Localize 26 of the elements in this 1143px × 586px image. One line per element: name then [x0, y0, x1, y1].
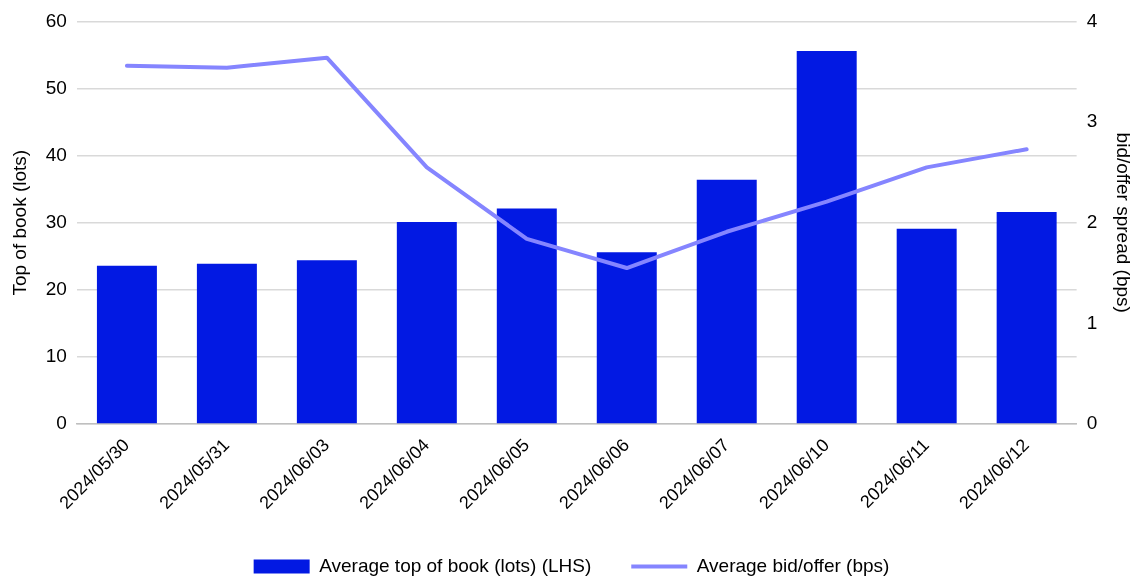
bar [896, 228, 957, 424]
y-tick-label: 40 [45, 143, 67, 165]
y2-tick-label: 0 [1086, 412, 1098, 434]
bar [596, 252, 657, 424]
bar [96, 265, 157, 424]
y2-tick-label: 3 [1086, 110, 1098, 132]
y2-tick-label: 2 [1086, 210, 1098, 232]
y-tick-label: 0 [56, 412, 67, 434]
y2-axis-title: bid/offer spread (bps) [1113, 132, 1135, 313]
bar [796, 50, 857, 424]
bar [696, 179, 757, 424]
y-tick-label: 30 [45, 210, 67, 232]
bar [296, 260, 357, 424]
y2-tick-label: 4 [1086, 9, 1098, 31]
bar [396, 222, 457, 424]
legend-label: Average top of book (lots) (LHS) [319, 554, 592, 576]
legend-label: Average bid/offer (bps) [696, 554, 890, 576]
y-tick-label: 50 [45, 76, 67, 98]
y2-tick-label: 1 [1086, 311, 1098, 333]
y-tick-label: 20 [45, 278, 67, 300]
y-tick-label: 60 [45, 9, 67, 31]
y-tick-label: 10 [45, 345, 67, 367]
y-axis-title: Top of book (lots) [8, 149, 30, 296]
bar [996, 211, 1057, 424]
bar [496, 208, 557, 424]
bar [196, 263, 257, 424]
